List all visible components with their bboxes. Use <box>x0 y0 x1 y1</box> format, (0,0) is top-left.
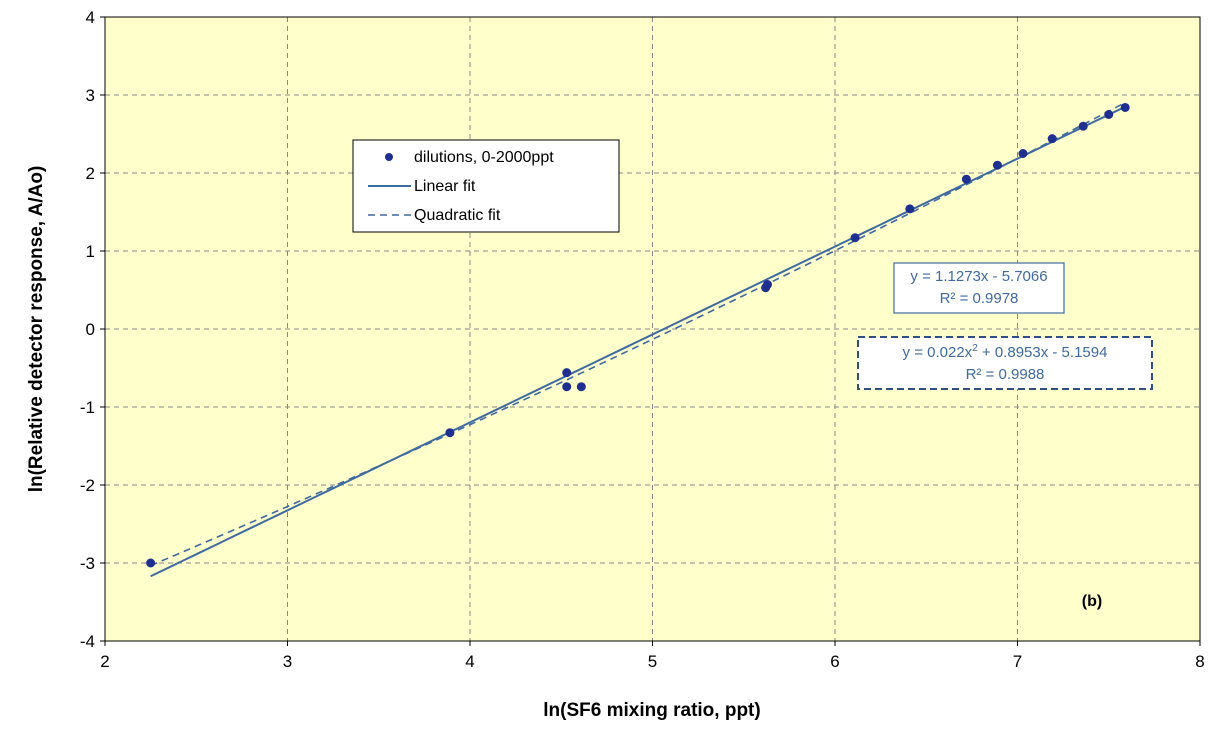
data-point <box>562 368 572 378</box>
quadratic-eq-part2: + 0.8953x - 5.1594 <box>978 344 1108 361</box>
quadratic-eq-part1: y = 0.022x <box>903 344 973 361</box>
quadratic-eq-superscript: 2 <box>972 343 978 354</box>
y-tick-label: 1 <box>86 242 95 261</box>
grid-lines <box>105 17 1200 641</box>
x-tick-label: 5 <box>648 652 657 671</box>
fit-lines <box>150 101 1126 578</box>
linear-equation-text: y = 1.1273x - 5.7066 <box>910 268 1047 285</box>
y-tick-label: -3 <box>80 554 95 573</box>
data-point <box>1078 121 1088 131</box>
x-tick-label: 3 <box>283 652 292 671</box>
x-tick-label: 2 <box>100 652 109 671</box>
data-point <box>562 382 572 392</box>
data-point <box>1018 149 1028 158</box>
data-point <box>762 280 772 290</box>
x-tick-label: 7 <box>1013 652 1022 671</box>
y-axis-title: ln(Relative detector response, A/Ao) <box>26 166 47 493</box>
data-point <box>146 558 156 568</box>
data-points <box>146 102 1130 568</box>
quadratic-r2-text: R² = 0.9988 <box>966 366 1045 383</box>
legend: dilutions, 0-2000ppt Linear fit Quadrati… <box>352 139 620 233</box>
plot-frame <box>104 16 1201 642</box>
quadratic-equation-text: y = 0.022x2 + 0.8953x - 5.1594 <box>903 343 1108 361</box>
legend-label-linear: Linear fit <box>414 178 476 195</box>
data-point <box>445 428 455 438</box>
legend-label-points: dilutions, 0-2000ppt <box>414 149 554 166</box>
linear-fit-equation: y = 1.1273x - 5.7066 R² = 0.9978 <box>893 262 1065 314</box>
linear-fit-line <box>150 105 1126 578</box>
y-tick-label: -4 <box>80 632 95 651</box>
linear-equation-box <box>893 262 1065 314</box>
panel-label: (b) <box>1082 593 1102 610</box>
y-tick-label: 4 <box>86 8 95 27</box>
data-point <box>992 160 1002 170</box>
x-axis-title: ln(SF6 mixing ratio, ppt) <box>543 700 760 721</box>
axis-ticks: 2 3 4 5 6 7 8 -4 -3 -2 -1 0 1 2 3 4 <box>80 8 1205 671</box>
data-point <box>576 382 586 392</box>
y-tick-label: -2 <box>80 476 95 495</box>
data-point <box>1047 134 1057 144</box>
legend-label-quadratic: Quadratic fit <box>414 207 501 224</box>
quadratic-fit-equation: y = 0.022x2 + 0.8953x - 5.1594 R² = 0.99… <box>857 336 1153 390</box>
data-point <box>961 174 971 184</box>
data-point <box>905 204 915 214</box>
data-point <box>1104 110 1114 119</box>
x-tick-label: 4 <box>465 652 474 671</box>
y-tick-label: -1 <box>80 398 95 417</box>
linear-r2-text: R² = 0.9978 <box>940 290 1019 307</box>
x-tick-label: 6 <box>830 652 839 671</box>
data-point <box>850 233 860 243</box>
data-point <box>1120 102 1130 112</box>
quadratic-equation-box <box>857 336 1153 390</box>
y-tick-label: 3 <box>86 86 95 105</box>
quadratic-fit-line <box>150 101 1126 567</box>
y-tick-label: 2 <box>86 164 95 183</box>
legend-marker-points <box>385 153 393 161</box>
y-tick-label: 0 <box>86 320 95 339</box>
x-tick-label: 8 <box>1195 652 1204 671</box>
